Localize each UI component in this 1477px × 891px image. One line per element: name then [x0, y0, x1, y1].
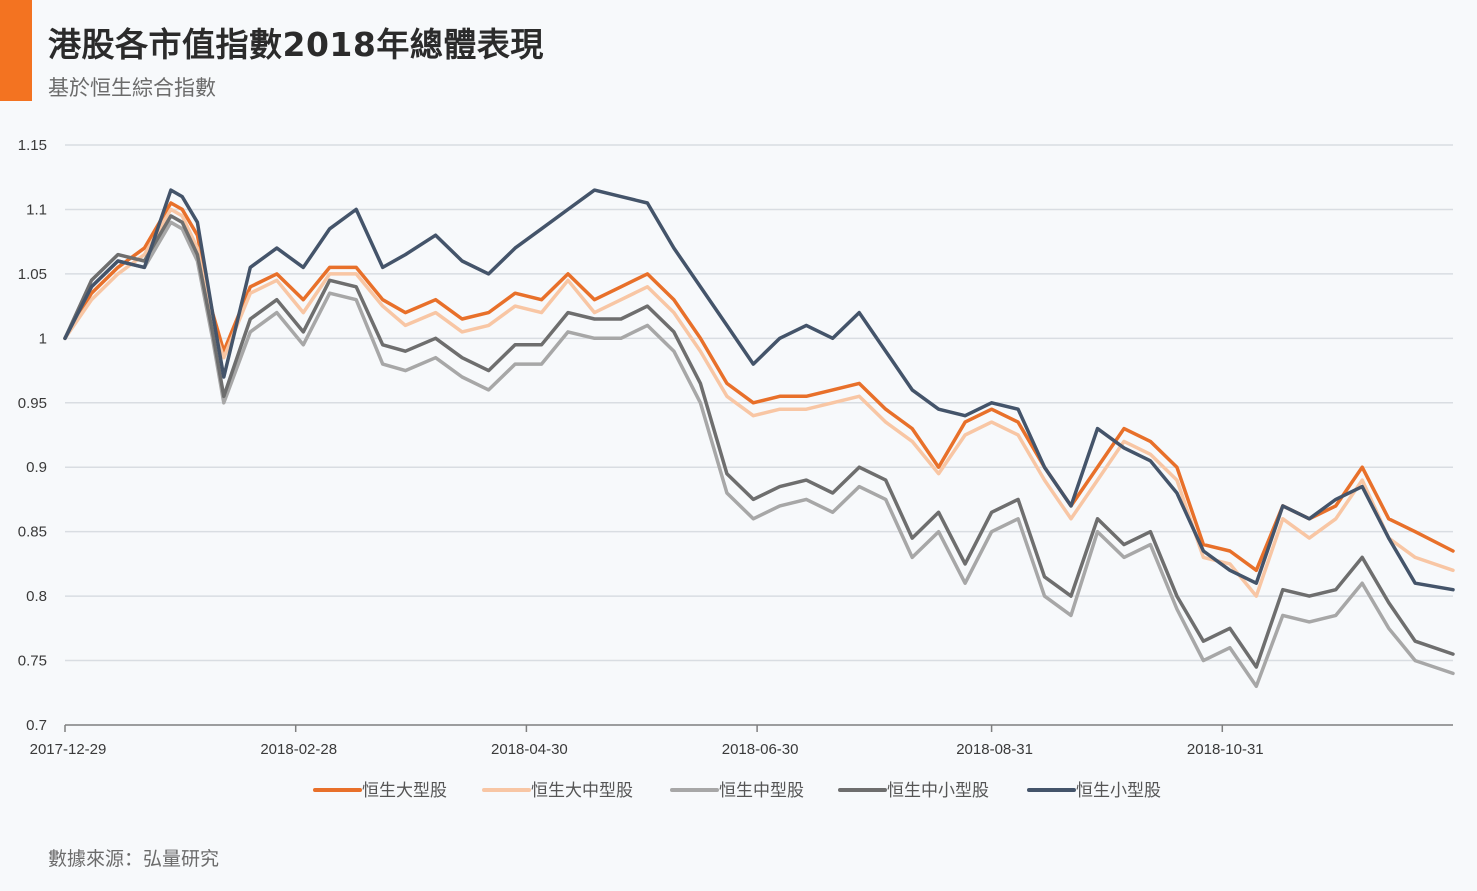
y-tick-label: 0.8 [26, 588, 47, 605]
y-tick-label: 0.9 [26, 459, 47, 476]
y-tick-label: 0.7 [26, 717, 47, 734]
accent-bar [0, 0, 32, 101]
series-line-4 [63, 214, 1455, 669]
y-tick-label: 1.15 [18, 137, 47, 154]
y-tick-label: 0.75 [18, 653, 47, 670]
legend-label: 恒生中小型股 [887, 781, 989, 801]
data-source-note: 數據來源：弘量研究 [48, 848, 220, 870]
legend-item: 恒生小型股 [1027, 781, 1161, 801]
chart-title: 港股各市值指數2018年總體表現 [48, 25, 544, 64]
series-line-1 [63, 201, 1455, 573]
legend-label: 恒生大中型股 [531, 781, 633, 801]
y-tick-label: 1.1 [26, 201, 47, 218]
series-line-5 [63, 188, 1455, 592]
x-tick-label: 2018-02-28 [260, 741, 337, 758]
x-tick-label: 2018-08-31 [956, 741, 1033, 758]
x-tick-label: 2018-10-31 [1187, 741, 1264, 758]
chart-subtitle: 基於恒生綜合指數 [48, 76, 216, 100]
x-tick-label: 2017-12-29 [30, 741, 107, 758]
legend-item: 恒生中小型股 [838, 781, 989, 801]
legend: 恒生大型股 恒生大中型股 恒生中型股 恒生中小型股 恒生小型股 [313, 781, 1161, 801]
legend-item: 恒生中型股 [670, 781, 804, 801]
legend-item: 恒生大中型股 [482, 781, 633, 801]
y-tick-label: 1.05 [18, 266, 47, 283]
x-tick-label: 2018-06-30 [722, 741, 799, 758]
y-tick-label: 0.85 [18, 524, 47, 541]
y-tick-label: 1 [39, 330, 47, 347]
y-tick-label: 0.95 [18, 395, 47, 412]
x-tick-label: 2018-04-30 [491, 741, 568, 758]
series-lines [63, 188, 1455, 689]
series-line-2 [63, 207, 1455, 598]
legend-label: 恒生小型股 [1076, 781, 1161, 801]
axes: 0.7 0.75 0.8 0.85 0.9 0.95 1 1.05 1.1 1.15 2017-12… [18, 137, 1453, 758]
legend-label: 恒生大型股 [362, 781, 447, 801]
series-line-3 [63, 220, 1455, 689]
legend-item: 恒生大型股 [313, 781, 447, 801]
legend-label: 恒生中型股 [719, 781, 804, 801]
